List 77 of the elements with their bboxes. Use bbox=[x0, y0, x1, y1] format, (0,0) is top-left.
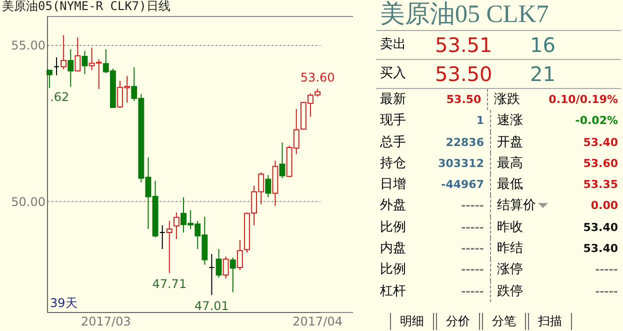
text: ----- bbox=[422, 259, 491, 281]
text: -44967 bbox=[422, 174, 491, 196]
chart-title: 美原油05(NYME-R CLK7)日线 bbox=[2, 0, 170, 13]
text: 开盘 bbox=[496, 134, 524, 152]
text: ----- bbox=[422, 195, 491, 217]
candlestick bbox=[222, 256, 229, 279]
text: 53.40 bbox=[582, 241, 619, 258]
text: 外盘 bbox=[379, 197, 407, 216]
text: 分笔 bbox=[482, 313, 526, 330]
text: 速涨 bbox=[496, 112, 524, 130]
annotation: 39天 bbox=[50, 296, 78, 310]
text: 涨停 bbox=[496, 261, 524, 280]
candlestick bbox=[159, 224, 166, 250]
candlestick bbox=[74, 37, 81, 72]
text: 最低 bbox=[496, 176, 524, 194]
text: 日增 bbox=[379, 176, 407, 194]
y-tick-label: 55.00 bbox=[11, 38, 46, 52]
text: 现手 bbox=[379, 112, 407, 130]
text: 结算价 bbox=[496, 197, 537, 216]
text: 53.50 bbox=[435, 61, 494, 88]
text: 53.50 bbox=[420, 89, 488, 110]
text: 53.35 bbox=[582, 177, 619, 194]
text: 53.40 bbox=[582, 134, 619, 151]
text: 杠杆 bbox=[379, 282, 407, 301]
candlestick bbox=[68, 48, 74, 88]
annotation: 47.01 bbox=[194, 299, 229, 314]
text: 昨收 bbox=[496, 218, 524, 237]
text: 22836 bbox=[422, 132, 491, 153]
text: 持仓 bbox=[379, 154, 407, 173]
text: ----- bbox=[594, 284, 619, 300]
candlestick bbox=[82, 50, 88, 75]
text: 0.00 bbox=[590, 198, 619, 214]
text: ----- bbox=[422, 280, 491, 302]
y-tick-label: 50.00 bbox=[11, 194, 46, 209]
text: 卖出 bbox=[379, 36, 407, 54]
text: 21 bbox=[530, 61, 556, 88]
text: 美原油05 CLK7 bbox=[376, 0, 621, 31]
candlestick bbox=[230, 257, 236, 293]
annotation: 47.71 bbox=[152, 277, 187, 292]
text: 涨跌 bbox=[493, 91, 522, 109]
candlestick bbox=[54, 56, 60, 76]
candlestick bbox=[173, 212, 180, 240]
candlestick bbox=[60, 34, 67, 70]
candlestick bbox=[216, 248, 222, 278]
text: 买入 bbox=[379, 65, 407, 83]
text: 16 bbox=[530, 32, 556, 59]
text: 昨结 bbox=[496, 240, 524, 258]
text: 总手 bbox=[379, 134, 407, 152]
x-tick-label: 2017/04 bbox=[292, 314, 342, 328]
text: 53.60 bbox=[582, 156, 619, 172]
candlestick bbox=[265, 174, 272, 198]
text: 1 bbox=[422, 110, 491, 132]
text: 内盘 bbox=[379, 240, 407, 258]
text: 最高 bbox=[496, 154, 524, 173]
text: 比例 bbox=[379, 218, 407, 237]
candlestick bbox=[236, 239, 243, 271]
text: 53.40 bbox=[582, 220, 619, 236]
text: ----- bbox=[594, 262, 619, 278]
text: 分价 bbox=[436, 313, 480, 330]
text: 明细 bbox=[390, 313, 434, 330]
text: -0.02% bbox=[574, 113, 619, 130]
annotation: 53.60 bbox=[300, 70, 335, 85]
candlestick bbox=[279, 142, 286, 179]
text: 扫描 bbox=[528, 313, 572, 330]
candlestick bbox=[166, 220, 172, 274]
text: ----- bbox=[422, 216, 491, 238]
text: 0.10/0.19% bbox=[548, 92, 619, 108]
candlestick bbox=[208, 254, 215, 296]
candlestick bbox=[46, 69, 52, 89]
text: 比例 bbox=[379, 261, 407, 280]
text: 跌停 bbox=[496, 282, 524, 301]
text: 最新 bbox=[379, 91, 407, 109]
annotation: .62 bbox=[50, 90, 70, 104]
text: ----- bbox=[422, 238, 491, 260]
text: 303312 bbox=[422, 152, 491, 174]
text: 53.51 bbox=[435, 32, 494, 59]
x-tick-label: 2017/03 bbox=[80, 314, 131, 328]
